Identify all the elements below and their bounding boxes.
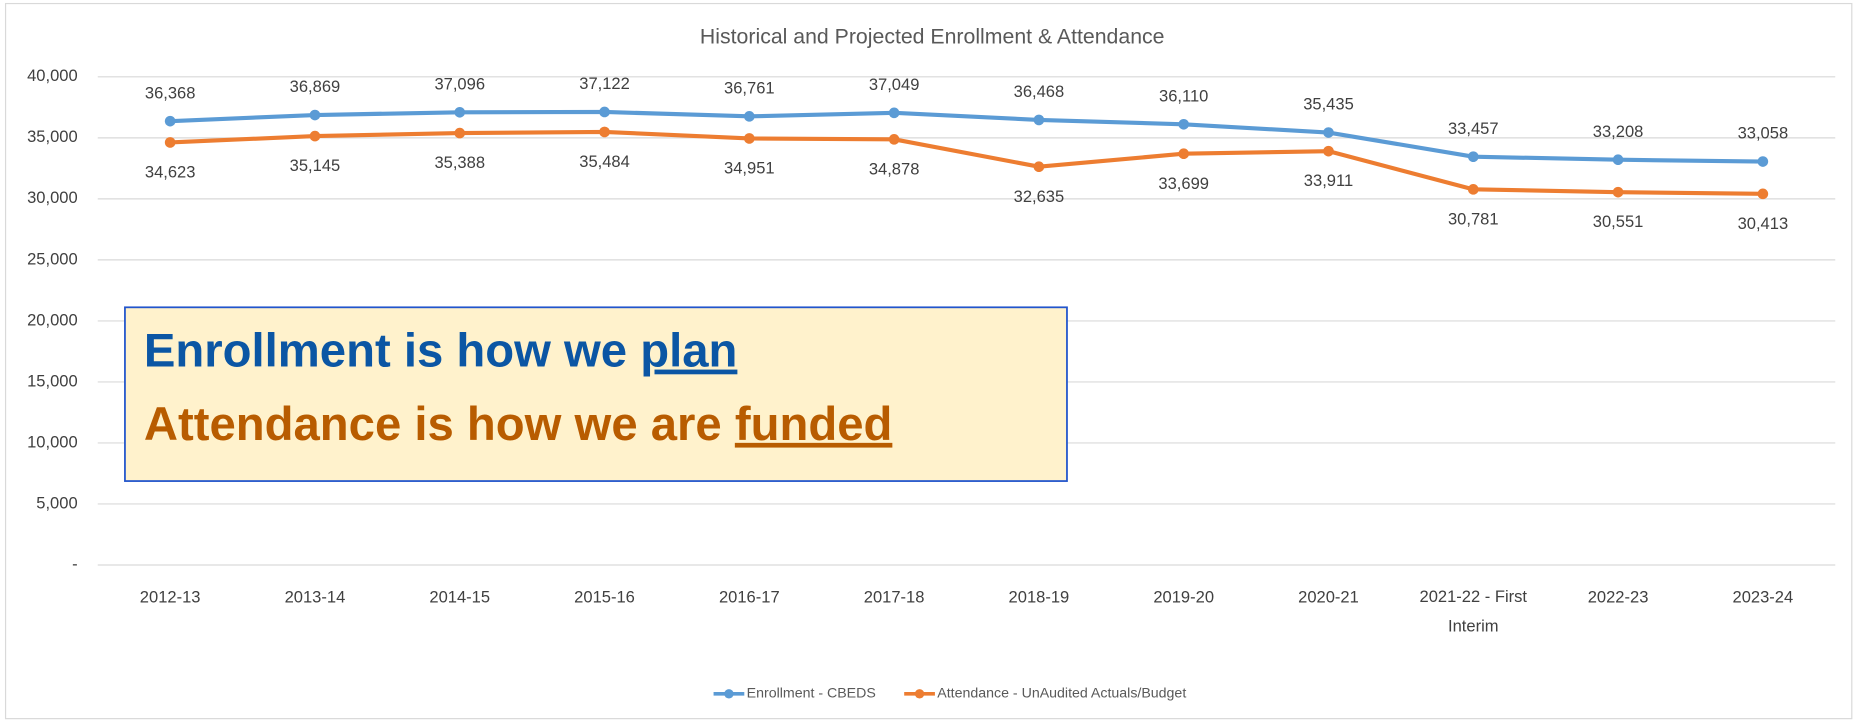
data-label: 30,781 (1448, 209, 1499, 228)
legend-marker (724, 689, 734, 699)
data-label: 33,457 (1448, 119, 1499, 138)
data-point (1178, 118, 1190, 130)
legend-marker (914, 689, 925, 699)
data-label: 33,699 (1158, 174, 1209, 193)
y-tick-label: 5,000 (36, 493, 77, 512)
data-point (888, 134, 900, 145)
data-point (309, 109, 321, 121)
data-label: 33,208 (1593, 122, 1644, 141)
data-point (1757, 188, 1769, 200)
series-line (170, 129, 1763, 196)
y-tick-label: - (72, 554, 78, 573)
data-label: 35,435 (1303, 95, 1354, 114)
data-label: 36,761 (724, 79, 775, 98)
data-point (599, 106, 610, 118)
data-label: 37,096 (434, 74, 485, 93)
y-tick-label: 20,000 (27, 310, 78, 329)
legend-label: Enrollment - CBEDS (747, 686, 876, 702)
data-point (1178, 148, 1190, 160)
data-label: 30,413 (1738, 214, 1789, 233)
data-label: 36,869 (290, 77, 341, 96)
data-point (1033, 114, 1045, 126)
data-point (743, 111, 755, 122)
data-point (888, 107, 900, 119)
data-point (743, 133, 755, 144)
x-tick-label: 2014-15 (429, 587, 490, 606)
data-point (454, 106, 466, 118)
data-point (309, 130, 321, 142)
annotation-text: Attendance is how we are (144, 398, 735, 451)
data-label: 30,551 (1593, 212, 1644, 231)
x-tick-label: 2015-16 (574, 587, 635, 606)
data-point (1757, 156, 1769, 167)
series-line (170, 109, 1763, 164)
x-tick-label: 2023-24 (1733, 587, 1794, 606)
data-label: 35,484 (579, 152, 630, 171)
x-tick-label: 2019-20 (1153, 587, 1214, 606)
data-point (1467, 151, 1479, 162)
data-label: 36,368 (145, 83, 196, 102)
data-point (1612, 186, 1624, 198)
annotation-emphasis: funded (735, 398, 893, 451)
data-label: 36,468 (1014, 82, 1065, 101)
data-label: 37,049 (869, 75, 920, 94)
annotation: Enrollment is how we plan (144, 325, 738, 378)
data-point (1323, 127, 1334, 138)
y-tick-label: 25,000 (27, 249, 78, 268)
x-tick-label: 2017-18 (864, 587, 925, 606)
data-label: 36,110 (1159, 86, 1208, 105)
data-label: 33,058 (1738, 124, 1789, 143)
x-tick-label: 2016-17 (719, 587, 780, 606)
data-point (164, 115, 176, 127)
x-tick-label: 2012-13 (140, 587, 201, 606)
x-tick-label: 2022-23 (1588, 587, 1649, 606)
annotation-emphasis: plan (640, 325, 737, 378)
annotation: Attendance is how we are funded (144, 398, 892, 451)
y-tick-label: 30,000 (27, 188, 78, 207)
x-tick-label: 2013-14 (285, 587, 346, 606)
data-label: 37,122 (579, 74, 630, 93)
data-point (1467, 184, 1479, 195)
data-label: 35,145 (290, 156, 341, 175)
data-point (164, 137, 176, 148)
data-point (1033, 161, 1045, 173)
data-label: 34,623 (145, 163, 196, 182)
data-point (1323, 145, 1334, 157)
data-label: 34,951 (724, 159, 775, 178)
y-tick-label: 15,000 (27, 371, 78, 390)
annotation-box (124, 306, 1068, 482)
x-tick-label: 2020-21 (1298, 587, 1359, 606)
y-tick-label: 40,000 (27, 66, 78, 85)
data-label: 35,388 (434, 153, 485, 172)
y-tick-label: 35,000 (27, 127, 78, 146)
data-label: 33,911 (1304, 171, 1353, 190)
data-label: 34,878 (869, 159, 920, 178)
legend-label: Attendance - UnAudited Actuals/Budget (937, 686, 1186, 702)
x-tick-label: 2018-19 (1009, 587, 1070, 606)
data-point (599, 126, 610, 138)
data-point (1612, 154, 1624, 166)
y-tick-label: 10,000 (27, 432, 78, 451)
annotation-text: Enrollment is how we (144, 325, 640, 378)
chart-title: Historical and Projected Enrollment & At… (700, 24, 1165, 48)
x-tick-label: 2021-22 - First Interim (1420, 587, 1528, 636)
data-label: 32,635 (1014, 187, 1065, 206)
data-point (454, 127, 466, 139)
